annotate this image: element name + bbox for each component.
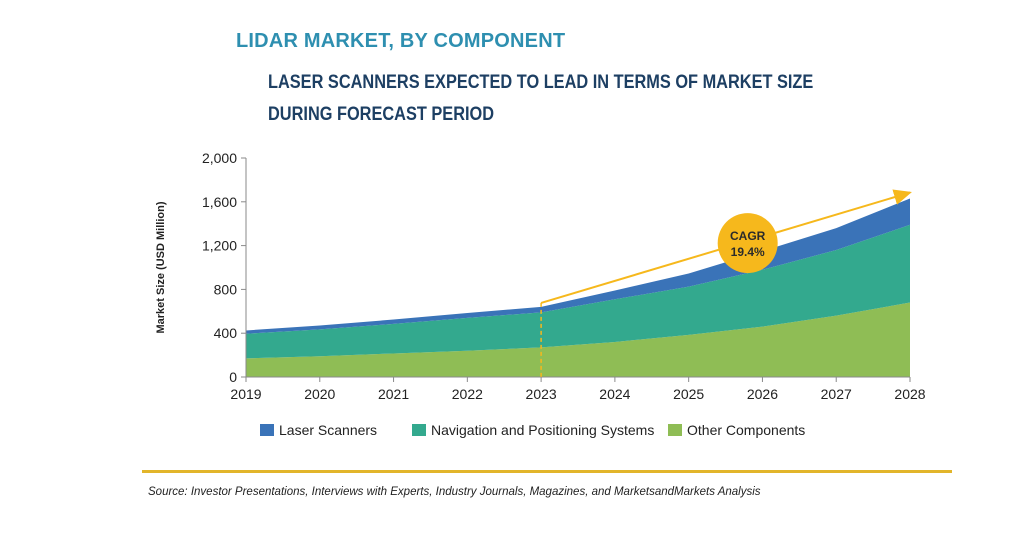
x-tick-label: 2025	[673, 386, 704, 402]
area-navigation-and-positioning-systems	[246, 224, 910, 359]
x-tick-label: 2021	[378, 386, 409, 402]
area-series-group	[246, 198, 910, 377]
cagr-label: CAGR	[730, 229, 766, 243]
legend-label-other-components: Other Components	[687, 422, 805, 438]
x-tick-label: 2022	[452, 386, 483, 402]
y-tick-label: 800	[214, 281, 238, 297]
chart-headline-line-2: DURING FORECAST PERIOD	[268, 104, 495, 125]
y-tick-label: 400	[214, 325, 238, 341]
x-tick-label: 2023	[526, 386, 557, 402]
x-tick-label: 2020	[304, 386, 335, 402]
legend-swatch-other-components	[668, 424, 682, 436]
source-note: Source: Investor Presentations, Intervie…	[148, 486, 761, 498]
legend-swatch-laser-scanners	[260, 424, 274, 436]
cagr-value: 19.4%	[731, 245, 765, 259]
y-tick-label: 0	[229, 369, 237, 385]
x-tick-label: 2026	[747, 386, 778, 402]
chart-headline-line-1: LASER SCANNERS EXPECTED TO LEAD IN TERMS…	[268, 72, 814, 93]
y-tick-label: 1,600	[202, 194, 237, 210]
x-tick-label: 2027	[821, 386, 852, 402]
lidar-market-chart: 0 400 800 1,200 1,600 2,000 2019 2020 2021 2022 20…	[155, 150, 926, 438]
legend-label-laser-scanners: Laser Scanners	[279, 422, 377, 438]
axes-group: 0 400 800 1,200 1,600 2,000 2019 2020 2021 2022 20…	[155, 150, 926, 402]
cagr-badge	[717, 213, 778, 274]
y-tick-label: 1,200	[202, 238, 237, 254]
area-other-components	[246, 302, 910, 377]
x-tick-label: 2028	[894, 386, 925, 402]
chart-headline: LASER SCANNERS EXPECTED TO LEAD IN TERMS…	[268, 67, 818, 131]
y-axis-title: Market Size (USD Million)	[155, 201, 167, 333]
cagr-annotation-group: CAGR 19.4%	[540, 189, 912, 377]
footer-divider	[142, 470, 952, 473]
chart-kicker-title: LIDAR MARKET, BY COMPONENT	[236, 30, 566, 52]
y-tick-label: 2,000	[202, 150, 237, 166]
legend: Laser Scanners Navigation and Positioning…	[260, 422, 805, 438]
legend-label-navigation-and-positioning-systems: Navigation and Positioning Systems	[431, 422, 654, 438]
x-tick-label: 2019	[230, 386, 261, 402]
x-tick-label: 2024	[599, 386, 630, 402]
legend-swatch-navigation-and-positioning-systems	[412, 424, 426, 436]
